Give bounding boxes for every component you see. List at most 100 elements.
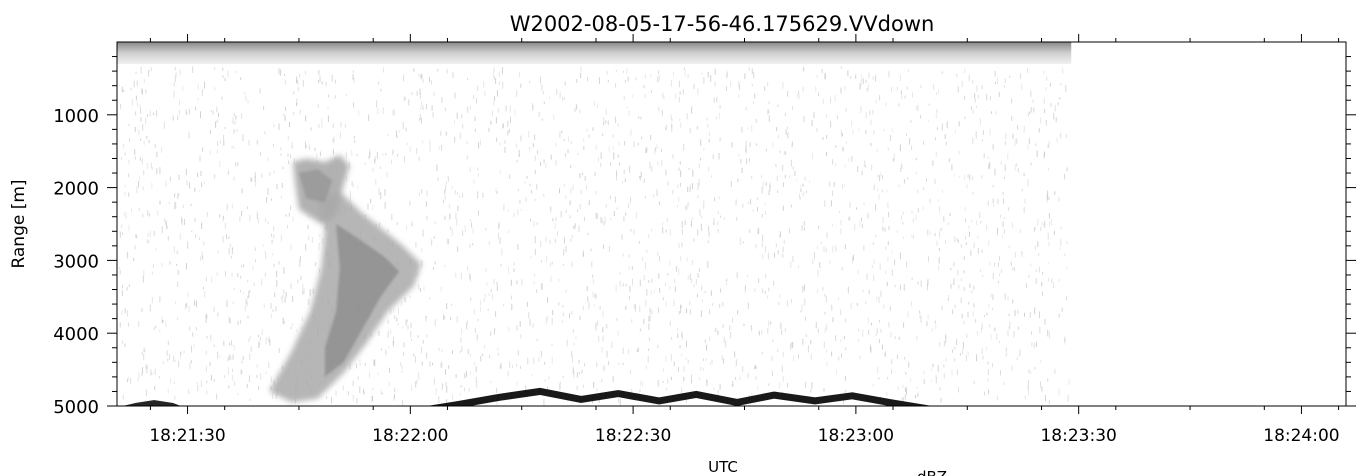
noise-speck [572,367,574,374]
noise-speck [1054,369,1056,374]
noise-speck [265,252,267,259]
noise-speck [899,144,901,152]
noise-speck [511,295,512,300]
noise-speck [708,131,710,136]
noise-speck [580,72,582,78]
noise-speck [127,379,128,383]
noise-speck [173,355,175,363]
noise-speck [426,215,428,220]
noise-speck [198,190,200,193]
noise-speck [845,107,847,112]
noise-speck [562,375,564,378]
noise-speck [372,395,374,401]
noise-speck [776,175,778,181]
noise-speck [787,382,788,388]
noise-speck [230,255,232,259]
noise-speck [622,283,624,287]
noise-speck [154,386,156,390]
noise-speck [810,340,812,345]
noise-speck [865,301,867,304]
noise-speck [751,83,753,87]
noise-speck [979,212,981,218]
noise-speck [877,366,879,374]
noise-speck [249,215,251,221]
noise-speck [222,67,224,71]
noise-speck [681,229,683,235]
noise-speck [159,329,161,333]
noise-speck [282,166,284,170]
noise-speck [815,86,817,93]
noise-speck [520,365,522,369]
noise-speck [513,262,515,266]
noise-speck [425,103,427,110]
noise-speck [900,90,902,95]
noise-speck [572,356,573,363]
noise-speck [416,379,418,384]
noise-speck [356,185,358,189]
noise-speck [223,134,225,140]
noise-speck [469,354,471,357]
noise-speck [823,341,825,349]
noise-speck [232,117,234,125]
noise-speck [444,215,446,220]
noise-speck [144,350,146,353]
noise-speck [301,326,303,330]
noise-speck [1003,85,1005,88]
noise-speck [894,336,896,339]
noise-speck [131,99,133,106]
noise-speck [510,279,512,286]
noise-speck [784,327,786,332]
noise-speck [717,330,719,336]
noise-speck [948,294,950,299]
noise-speck [954,346,956,349]
noise-speck [121,290,123,296]
noise-speck [124,308,126,314]
noise-speck [1008,326,1010,330]
noise-speck [571,235,573,239]
noise-speck [148,213,150,217]
noise-speck [492,110,493,116]
noise-speck [703,148,705,151]
noise-speck [954,357,956,362]
noise-speck [419,287,421,293]
noise-speck [619,162,620,166]
noise-speck [488,128,490,133]
noise-speck [287,135,289,141]
noise-speck [614,196,616,203]
noise-speck [644,196,646,199]
noise-speck [997,281,999,284]
noise-speck [227,367,229,375]
noise-speck [944,134,946,139]
noise-speck [446,303,448,310]
noise-speck [603,365,605,371]
noise-speck [576,385,578,390]
noise-speck [882,216,884,224]
noise-speck [263,106,265,110]
noise-speck [128,192,130,197]
x-tick-label: 18:23:00 [818,426,894,446]
noise-speck [965,354,967,362]
noise-speck [1051,218,1053,226]
noise-speck [948,222,949,225]
noise-speck [991,111,992,114]
noise-speck [651,278,653,283]
noise-speck [397,153,399,157]
noise-speck [367,203,369,210]
noise-speck [963,270,965,274]
noise-speck [896,86,898,91]
noise-speck [717,389,719,394]
noise-speck [211,109,212,113]
noise-speck [469,243,471,248]
noise-speck [401,301,403,306]
noise-speck [823,246,825,252]
noise-speck [151,271,153,276]
noise-speck [792,141,793,145]
noise-speck [334,95,336,99]
noise-speck [240,275,242,279]
noise-speck [952,282,954,285]
noise-speck [392,153,394,156]
noise-speck [792,106,793,111]
noise-speck [584,175,586,181]
noise-speck [420,74,422,79]
noise-speck [976,354,977,362]
